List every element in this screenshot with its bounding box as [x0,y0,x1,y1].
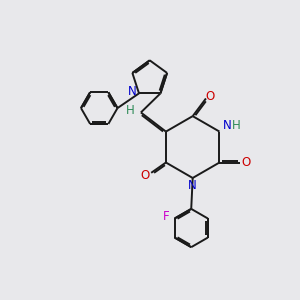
Text: H: H [126,104,135,118]
Text: H: H [232,118,241,132]
Text: O: O [141,169,150,182]
Text: N: N [223,118,232,132]
Text: O: O [241,156,250,169]
Text: N: N [188,179,197,192]
Text: O: O [206,90,215,103]
Text: F: F [163,211,169,224]
Text: N: N [128,85,137,98]
